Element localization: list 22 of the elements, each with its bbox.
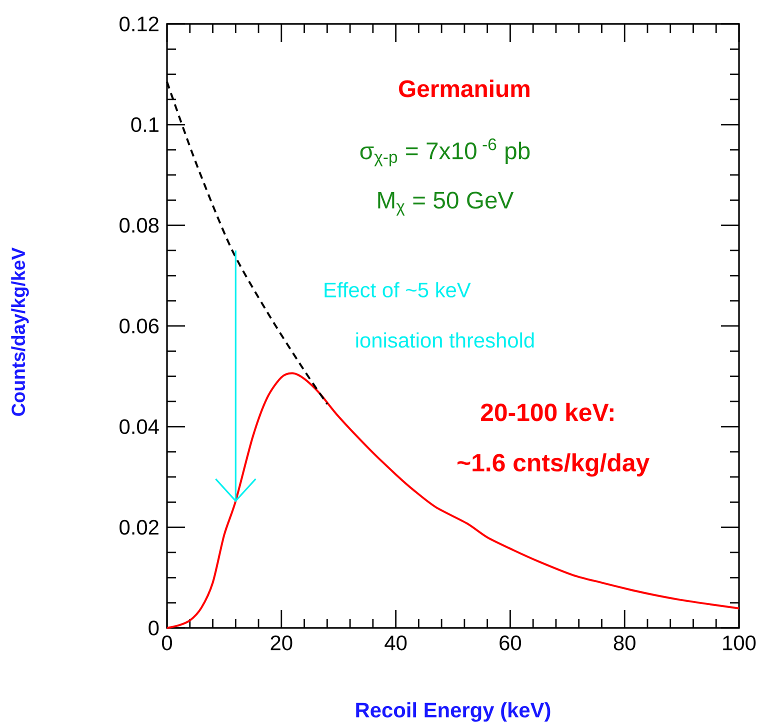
x-tick-label: 40 <box>384 636 407 650</box>
annotation: Germanium <box>398 80 530 98</box>
annotation: Effect of ~5 keV <box>324 282 471 298</box>
x-tick-label: 20 <box>270 636 292 650</box>
y-tick-label: 0.06 <box>120 318 159 334</box>
annotation: M$_{χ}$ = 50 GeV <box>378 192 514 216</box>
y-tick-label: 0.08 <box>120 218 159 233</box>
y-axis-title: Counts/day/kg/keV <box>11 247 29 416</box>
annotation: ionisation threshold <box>356 332 534 348</box>
x-tick-label: 80 <box>614 636 636 650</box>
x-tick-label: 0 <box>162 636 172 650</box>
annotation: 20-100 keV: <box>480 402 614 422</box>
annotation: σ$_{χ-p}$ = 7x10 $^{-6}$ pb <box>360 138 530 166</box>
x-tick-label: 100 <box>723 636 756 650</box>
y-tick-label: 0.1 <box>131 117 158 132</box>
x-tick-label: 60 <box>500 636 522 650</box>
y-tick-label: 0.02 <box>120 520 158 535</box>
y-tick-label: 0.12 <box>120 16 158 32</box>
annotation: ~1.6 cnts/kg/day <box>458 453 650 477</box>
y-tick-label: 0 <box>148 620 159 636</box>
y-tick-label: 0.04 <box>120 419 159 434</box>
x-axis-title: Recoil Energy (keV) <box>356 702 550 722</box>
